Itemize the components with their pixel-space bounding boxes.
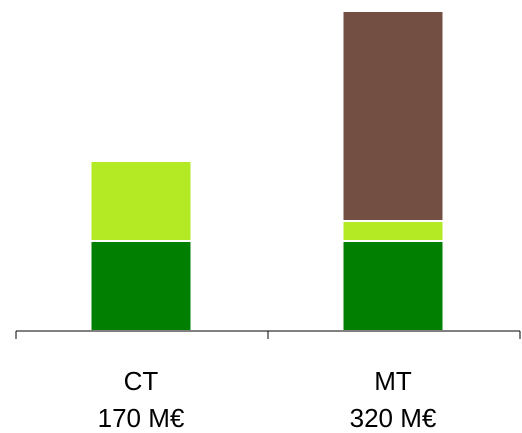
category-total-mt: 320 M€ — [350, 403, 437, 433]
x-axis — [15, 330, 521, 339]
bar-segment-mt-0 — [341, 240, 445, 332]
category-label-ct: CT — [124, 366, 159, 396]
bars-group — [89, 10, 445, 332]
category-label-mt: MT — [374, 366, 412, 396]
bar-segment-mt-1 — [341, 220, 445, 242]
category-labels: CT 170 M€ MT 320 M€ — [98, 366, 437, 433]
category-total-ct: 170 M€ — [98, 403, 185, 433]
bar-segment-ct-0 — [89, 240, 193, 332]
bar-segment-ct-1 — [89, 160, 193, 242]
bar-segment-mt-2 — [341, 10, 445, 222]
